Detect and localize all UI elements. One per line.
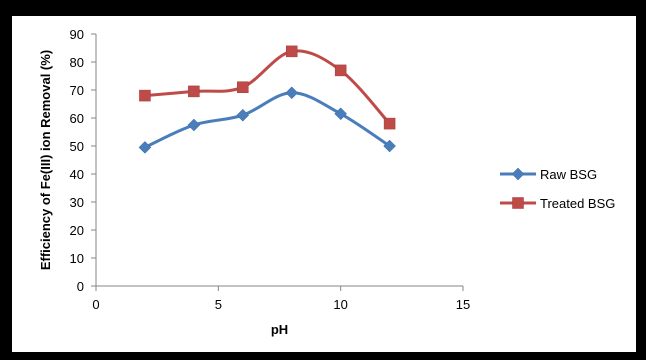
y-tick-label: 50 bbox=[70, 139, 84, 154]
series bbox=[138, 45, 396, 154]
x-tick-label: 5 bbox=[215, 297, 222, 312]
data-point-treated-bsg bbox=[188, 85, 200, 98]
y-tick-label: 70 bbox=[70, 83, 84, 98]
series-treated-bsg bbox=[139, 45, 396, 130]
y-axis-title: Efficiency of Fe(III) ion Removal (%) bbox=[38, 50, 53, 270]
legend-label-treated-bsg: Treated BSG bbox=[540, 196, 615, 211]
y-tick-label: 20 bbox=[70, 223, 84, 238]
axes bbox=[95, 34, 463, 287]
data-point-treated-bsg bbox=[383, 117, 396, 130]
legend-marker-treated-bsg bbox=[512, 197, 524, 209]
y-tick-label: 10 bbox=[70, 251, 84, 266]
legend-label-raw-bsg: Raw BSG bbox=[540, 167, 597, 182]
y-tick-label: 40 bbox=[70, 167, 84, 182]
y-tick-label: 30 bbox=[70, 195, 84, 210]
ticks: 0 10 20 30 40 50 60 70 80 90 0 5 10 15 bbox=[70, 27, 471, 312]
y-tick-label: 0 bbox=[77, 279, 84, 294]
legend-item-treated-bsg: Treated BSG bbox=[500, 196, 615, 211]
legend: Raw BSG Treated BSG bbox=[500, 167, 615, 211]
x-tick-label: 0 bbox=[92, 297, 99, 312]
data-point-raw-bsg bbox=[334, 107, 348, 121]
data-point-treated-bsg bbox=[334, 64, 347, 77]
data-point-raw-bsg bbox=[236, 108, 250, 122]
series-line-treated-bsg bbox=[144, 49, 391, 125]
data-point-treated-bsg bbox=[285, 45, 298, 58]
data-point-raw-bsg bbox=[138, 141, 152, 154]
y-tick-label: 90 bbox=[70, 27, 84, 42]
x-tick-label: 15 bbox=[456, 297, 470, 312]
legend-marker-raw-bsg bbox=[511, 167, 525, 181]
x-axis-title: pH bbox=[271, 322, 288, 337]
data-point-treated-bsg bbox=[139, 89, 151, 102]
y-tick-label: 80 bbox=[70, 55, 84, 70]
line-chart: 0 10 20 30 40 50 60 70 80 90 0 5 10 15 Efficiency of … bbox=[38, 27, 615, 337]
series-line-raw-bsg bbox=[144, 91, 391, 149]
data-point-treated-bsg bbox=[237, 81, 249, 93]
chart-frame: 0 10 20 30 40 50 60 70 80 90 0 5 10 15 Efficiency of … bbox=[12, 16, 636, 352]
x-tick-label: 10 bbox=[333, 297, 347, 312]
legend-item-raw-bsg: Raw BSG bbox=[500, 167, 597, 182]
y-tick-label: 60 bbox=[70, 111, 84, 126]
data-point-raw-bsg bbox=[285, 86, 299, 100]
series-raw-bsg bbox=[138, 86, 396, 154]
data-point-raw-bsg bbox=[187, 118, 201, 132]
data-point-raw-bsg bbox=[383, 139, 396, 153]
